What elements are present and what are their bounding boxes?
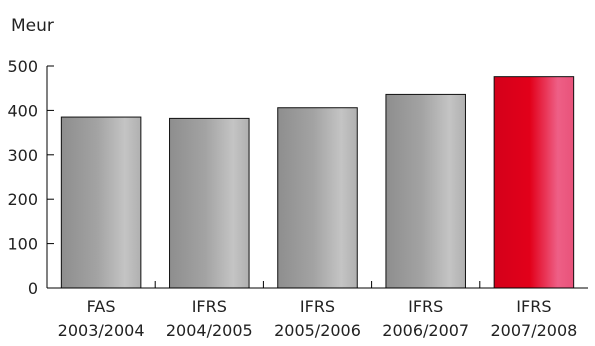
x-tick-marks bbox=[154, 281, 481, 288]
y-tick-label: 300 bbox=[7, 146, 38, 165]
y-tick-labels: 0 100 200 300 400 500 bbox=[7, 57, 38, 298]
bar-2006-2007 bbox=[385, 93, 466, 289]
bar-2004-2005 bbox=[169, 117, 250, 289]
x-tick-label: IFRS bbox=[408, 297, 443, 316]
x-tick-label: 2003/2004 bbox=[58, 321, 145, 340]
y-tick-label: 400 bbox=[7, 101, 38, 120]
x-tick-label: 2007/2008 bbox=[490, 321, 577, 340]
y-tick-marks bbox=[47, 65, 54, 289]
y-axis-unit-label: Meur bbox=[11, 16, 54, 36]
x-tick-label: IFRS bbox=[192, 297, 227, 316]
bar-2005-2006 bbox=[277, 107, 358, 289]
bars bbox=[60, 76, 575, 289]
y-tick-label: 100 bbox=[7, 235, 38, 254]
bar-2003-2004 bbox=[60, 116, 142, 289]
x-tick-label: 2006/2007 bbox=[382, 321, 469, 340]
x-tick-label: IFRS bbox=[300, 297, 335, 316]
x-tick-label: 2004/2005 bbox=[166, 321, 253, 340]
y-tick-label: 200 bbox=[7, 190, 38, 209]
x-tick-label: FAS bbox=[87, 297, 116, 316]
bar-2007-2008 bbox=[493, 76, 575, 289]
x-tick-label: 2005/2006 bbox=[274, 321, 361, 340]
x-tick-labels: FAS 2003/2004 IFRS 2004/2005 IFRS 2005/2006 IF… bbox=[58, 297, 578, 340]
x-tick-label: IFRS bbox=[516, 297, 551, 316]
y-tick-label: 0 bbox=[28, 279, 38, 298]
y-tick-label: 500 bbox=[7, 57, 38, 76]
